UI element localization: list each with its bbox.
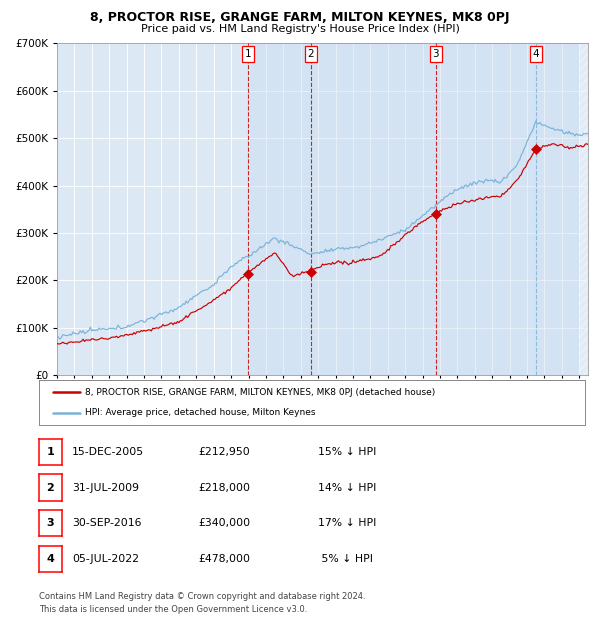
- Text: 1: 1: [244, 49, 251, 59]
- Text: HPI: Average price, detached house, Milton Keynes: HPI: Average price, detached house, Milt…: [85, 408, 316, 417]
- Text: 2: 2: [47, 482, 54, 492]
- Text: Contains HM Land Registry data © Crown copyright and database right 2024.: Contains HM Land Registry data © Crown c…: [39, 592, 365, 601]
- Text: 05-JUL-2022: 05-JUL-2022: [72, 554, 139, 564]
- Text: 14% ↓ HPI: 14% ↓ HPI: [318, 482, 376, 492]
- Text: 5% ↓ HPI: 5% ↓ HPI: [318, 554, 373, 564]
- Text: £218,000: £218,000: [198, 482, 250, 492]
- Text: 8, PROCTOR RISE, GRANGE FARM, MILTON KEYNES, MK8 0PJ (detached house): 8, PROCTOR RISE, GRANGE FARM, MILTON KEY…: [85, 388, 436, 397]
- Text: 31-JUL-2009: 31-JUL-2009: [72, 482, 139, 492]
- Text: 30-SEP-2016: 30-SEP-2016: [72, 518, 142, 528]
- Text: 4: 4: [46, 554, 55, 564]
- Text: £478,000: £478,000: [198, 554, 250, 564]
- Bar: [248, 43, 588, 375]
- Text: 15% ↓ HPI: 15% ↓ HPI: [318, 446, 376, 456]
- Text: 3: 3: [433, 49, 439, 59]
- Text: 17% ↓ HPI: 17% ↓ HPI: [318, 518, 376, 528]
- Bar: [579, 43, 588, 375]
- Text: 2: 2: [308, 49, 314, 59]
- Text: Price paid vs. HM Land Registry's House Price Index (HPI): Price paid vs. HM Land Registry's House …: [140, 24, 460, 33]
- Text: 15-DEC-2005: 15-DEC-2005: [72, 446, 144, 456]
- Text: 3: 3: [47, 518, 54, 528]
- Text: 1: 1: [47, 446, 54, 456]
- Text: 4: 4: [533, 49, 539, 59]
- Text: This data is licensed under the Open Government Licence v3.0.: This data is licensed under the Open Gov…: [39, 604, 307, 614]
- Text: 8, PROCTOR RISE, GRANGE FARM, MILTON KEYNES, MK8 0PJ: 8, PROCTOR RISE, GRANGE FARM, MILTON KEY…: [90, 11, 510, 24]
- Text: £212,950: £212,950: [198, 446, 250, 456]
- Text: £340,000: £340,000: [198, 518, 250, 528]
